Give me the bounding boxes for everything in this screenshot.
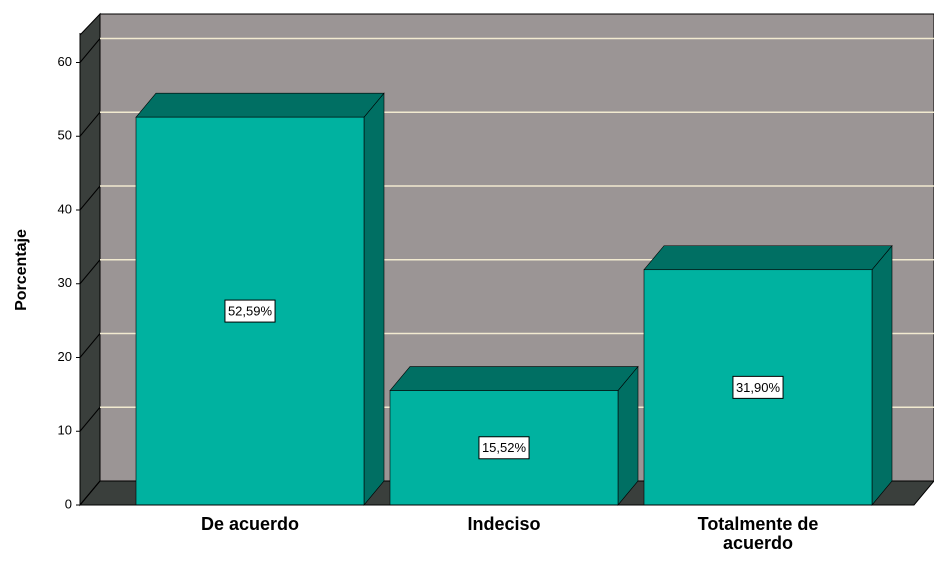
bar-top: [643, 245, 893, 271]
bar-side: [363, 92, 385, 506]
y-tick-label: 40: [58, 201, 72, 216]
y-tick-label: 0: [65, 496, 72, 511]
y-tick-label: 60: [58, 54, 72, 69]
x-tick-label: Totalmente de acuerdo: [697, 514, 819, 553]
y-axis-label: Porcentaje: [13, 229, 30, 311]
data-label: 52,59%: [228, 304, 273, 319]
bar-top: [389, 366, 639, 391]
y-tick-label: 10: [58, 423, 72, 438]
side-grid-line: [79, 111, 101, 137]
bar-top: [135, 92, 385, 118]
side-grid-line: [79, 185, 101, 211]
x-tick-label: De acuerdo: [200, 514, 300, 534]
side-grid-line: [79, 333, 101, 358]
side-wall: [79, 12, 101, 507]
side-grid-line: [79, 406, 101, 432]
data-label: 15,52%: [482, 440, 527, 455]
y-tick-label: 30: [58, 275, 72, 290]
y-tick-label: 20: [58, 349, 72, 364]
bar-side: [871, 244, 893, 506]
side-grid-line: [79, 38, 101, 63]
x-tick-label: Indeciso: [467, 514, 541, 534]
data-label-box: [732, 375, 784, 399]
data-label-box: [224, 299, 276, 323]
data-label-box: [478, 436, 530, 460]
side-grid-line: [79, 259, 101, 285]
y-tick-label: 50: [58, 128, 72, 143]
side-grid-line: [79, 480, 101, 506]
data-label: 31,90%: [736, 380, 781, 395]
